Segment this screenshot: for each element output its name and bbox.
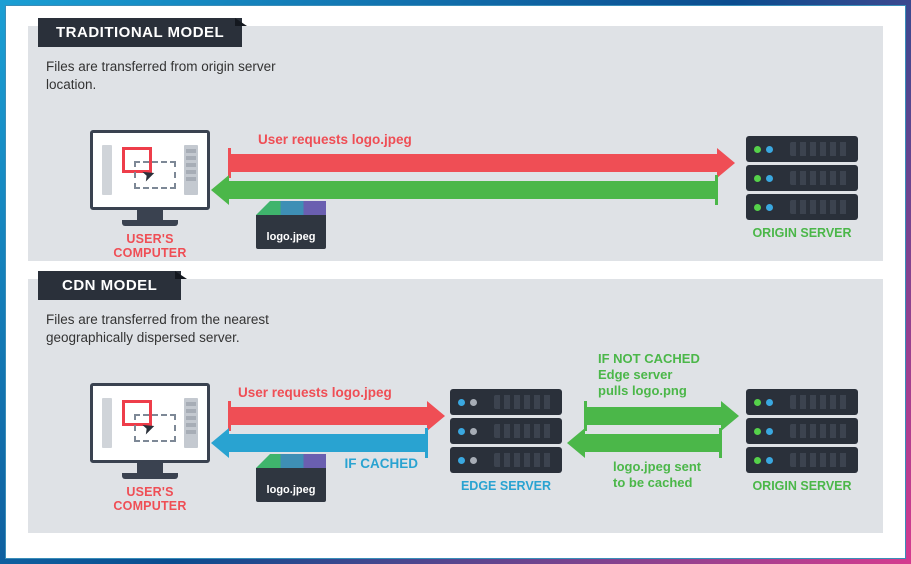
traditional-panel: TRADITIONAL MODEL Files are transferred …	[28, 26, 883, 261]
notcached-line1: IF NOT CACHED	[598, 351, 700, 367]
traditional-tab: TRADITIONAL MODEL	[38, 18, 242, 47]
cdn-notcached-arrow	[584, 407, 722, 425]
cdn-cached-arrow: IF CACHED	[228, 434, 428, 452]
tab-fold-icon	[235, 18, 247, 26]
cdn-panel: CDN MODEL Files are transferred from the…	[28, 279, 883, 533]
sentback-line2: to be cached	[613, 475, 692, 491]
cdn-title: CDN MODEL	[62, 277, 157, 294]
user-computer-label: USER'S COMPUTER	[90, 232, 210, 260]
file-label: logo.jpeg	[256, 231, 326, 243]
notcached-line2: Edge server	[598, 367, 672, 383]
user-computer-label: USER'S COMPUTER	[90, 485, 210, 513]
user-computer-icon: ➤ USER'S COMPUTER	[90, 130, 210, 260]
origin-server-label: ORIGIN SERVER	[746, 226, 858, 240]
user-computer-icon: ➤ USER'S COMPUTER	[90, 383, 210, 513]
request-arrow: User requests logo.jpeg	[228, 154, 718, 172]
sentback-line1: logo.jpeg sent	[613, 459, 701, 475]
cdn-cached-label: IF CACHED	[345, 456, 419, 471]
request-arrow-label: User requests logo.jpeg	[258, 132, 412, 147]
origin-server-label: ORIGIN SERVER	[746, 479, 858, 493]
origin-server-icon: ORIGIN SERVER	[746, 136, 858, 240]
edge-server-icon: EDGE SERVER	[450, 389, 562, 493]
traditional-description: Files are transferred from origin server…	[46, 58, 306, 94]
cdn-sentback-arrow	[584, 434, 722, 452]
cdn-request-label: User requests logo.jpeg	[238, 385, 392, 400]
response-arrow	[228, 181, 718, 199]
cdn-request-arrow: User requests logo.jpeg	[228, 407, 428, 425]
tab-fold-icon	[175, 271, 187, 279]
file-icon: logo.jpeg	[256, 201, 326, 249]
edge-server-label: EDGE SERVER	[450, 479, 562, 493]
cdn-tab: CDN MODEL	[38, 271, 181, 300]
file-icon: logo.jpeg	[256, 454, 326, 502]
origin-server-icon: ORIGIN SERVER	[746, 389, 858, 493]
file-label: logo.jpeg	[256, 484, 326, 496]
notcached-line3: pulls logo.png	[598, 383, 687, 399]
traditional-title: TRADITIONAL MODEL	[56, 24, 224, 41]
cdn-description: Files are transferred from the nearest g…	[46, 311, 346, 347]
